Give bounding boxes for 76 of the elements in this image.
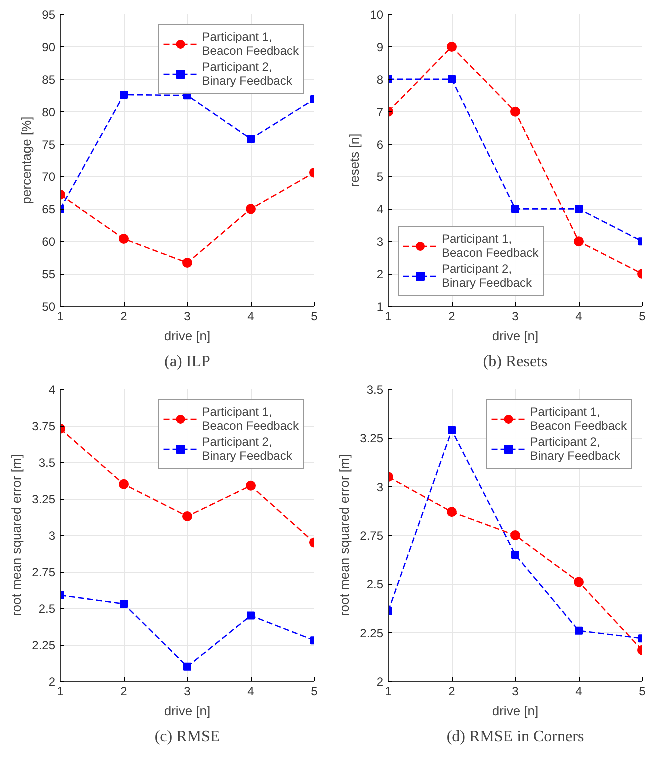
x-tick-label: 1: [57, 684, 64, 698]
y-axis-title: root mean squared error [m]: [337, 454, 352, 616]
y-tick-label: 10: [370, 8, 384, 22]
y-tick-label: 1: [376, 300, 384, 314]
x-axis-title: drive [n]: [492, 328, 539, 344]
x-tick-label: 1: [385, 684, 392, 698]
y-tick-label: 55: [42, 268, 56, 282]
legend-label: Participant 2, Binary Feedback: [202, 434, 292, 464]
y-tick-label: 80: [42, 105, 56, 120]
y-tick-label: 2.75: [32, 566, 56, 580]
text: (b) Resets: [483, 354, 548, 370]
y-tick-label: 2: [48, 675, 56, 689]
y-tick-label: 90: [42, 40, 56, 54]
y-tick-label: 3.5: [38, 456, 56, 470]
x-tick-label: 3: [184, 684, 192, 698]
x-tick-label: 4: [576, 684, 583, 698]
x-tick-label: 2: [448, 310, 456, 324]
x-tick-label: 3: [512, 310, 520, 324]
y-tick-label: 75: [42, 138, 56, 152]
text: (d) RMSE in Corners: [446, 728, 584, 746]
y-tick-label: 2.25: [360, 626, 384, 640]
x-tick-label: 4: [248, 310, 255, 324]
x-tick-label: 5: [311, 684, 318, 698]
legend-label: Participant 1, Beacon Feedback: [202, 29, 299, 59]
y-tick-label: 50: [42, 300, 56, 314]
x-tick-label: 4: [576, 310, 583, 324]
x-tick-label: 1: [385, 310, 392, 324]
x-tick-label: 4: [248, 684, 255, 698]
y-tick-label: 3.25: [32, 492, 56, 506]
legend-label: Participant 1, Beacon Feedback: [530, 404, 627, 434]
y-tick-label: 2.5: [38, 602, 56, 616]
legend-label: Participant 1, Beacon Feedback: [442, 231, 539, 261]
x-tick-label: 1: [57, 310, 64, 324]
y-tick-label: 2: [376, 268, 384, 282]
y-tick-label: 4: [376, 202, 384, 217]
y-tick-label: 4: [48, 383, 56, 397]
x-tick-label: 3: [512, 684, 520, 698]
x-tick-label: 5: [311, 310, 318, 324]
text: (c) RMSE: [154, 728, 220, 746]
legend-label: Participant 2, Binary Feedback: [202, 59, 292, 89]
y-tick-label: 3.75: [32, 420, 56, 434]
x-axis-title: drive [n]: [492, 704, 539, 718]
y-tick-label: 2: [376, 675, 384, 689]
y-tick-label: 70: [42, 170, 56, 184]
legend-label: Participant 2, Binary Feedback: [530, 434, 620, 464]
y-tick-label: 65: [42, 202, 56, 217]
y-tick-label: 9: [376, 40, 384, 54]
y-tick-label: 7: [376, 105, 384, 120]
y-tick-label: 2.25: [32, 638, 56, 652]
x-tick-label: 3: [184, 310, 192, 324]
x-tick-label: 2: [120, 310, 128, 324]
y-tick-label: 5: [376, 170, 384, 184]
x-tick-label: 5: [639, 310, 646, 324]
y-tick-label: 3: [376, 480, 384, 494]
x-axis-title: drive [n]: [164, 704, 211, 718]
y-tick-label: 3: [376, 235, 384, 250]
legend-label: Participant 2, Binary Feedback: [442, 261, 532, 291]
y-tick-label: 60: [42, 235, 56, 250]
text: (a) ILP: [164, 354, 210, 370]
y-tick-label: 85: [42, 72, 56, 87]
y-tick-label: 8: [376, 72, 384, 87]
x-tick-label: 5: [639, 684, 646, 698]
y-tick-label: 2.75: [360, 529, 384, 543]
y-axis-title: root mean squared error [m]: [9, 454, 24, 616]
y-tick-label: 6: [376, 138, 384, 152]
y-tick-label: 3: [48, 529, 56, 543]
y-tick-label: 3.5: [366, 383, 384, 397]
x-tick-label: 2: [448, 684, 456, 698]
x-axis-title: drive [n]: [164, 328, 211, 344]
y-axis-title: percentage [%]: [19, 116, 34, 204]
y-axis-title: resets [n]: [347, 134, 362, 188]
y-tick-label: 2.5: [366, 578, 384, 592]
y-tick-label: 95: [42, 8, 56, 22]
legend-label: Participant 1, Beacon Feedback: [202, 404, 299, 434]
x-tick-label: 2: [120, 684, 128, 698]
y-tick-label: 3.25: [360, 432, 384, 446]
